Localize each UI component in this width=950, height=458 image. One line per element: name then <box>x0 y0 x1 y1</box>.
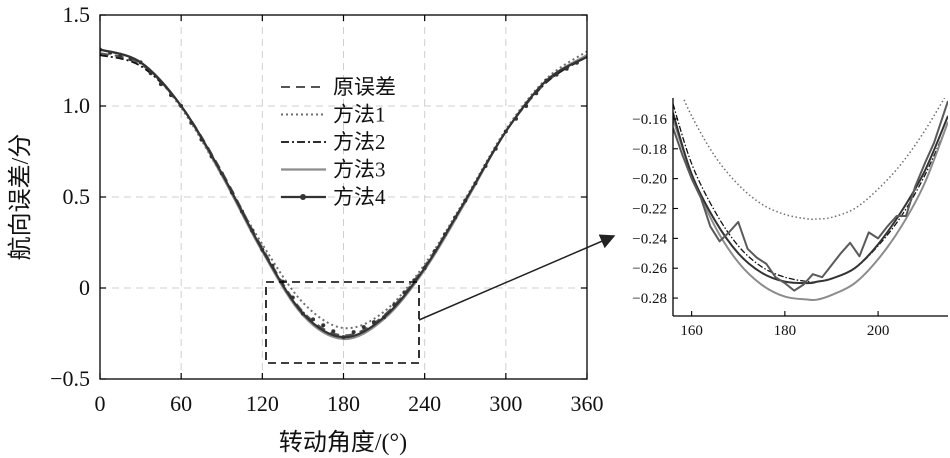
series-method-4-marker <box>564 66 569 71</box>
y-tick-label: 1.0 <box>63 93 91 118</box>
series-method-4-marker <box>534 91 539 96</box>
series-method-4-marker <box>250 228 255 233</box>
series-method-4-marker <box>189 120 194 125</box>
series-method-4-marker <box>158 82 163 87</box>
series-method-4-marker <box>473 181 478 186</box>
main-series-group <box>100 47 587 341</box>
series-method-4-marker <box>351 330 356 335</box>
x-tick-label: 360 <box>571 391 604 416</box>
series-method-4-marker <box>463 198 468 203</box>
series-method-4-marker <box>138 60 143 65</box>
series-method-4-marker <box>209 154 214 159</box>
x-tick-label: 180 <box>327 391 360 416</box>
inset-y-tick-label: −0.24 <box>632 231 667 247</box>
series-method-4-marker <box>148 71 153 76</box>
x-tick-label: 240 <box>408 391 441 416</box>
inset-x-tick-label: 200 <box>867 323 890 339</box>
series-method-4-marker <box>290 295 295 300</box>
x-tick-label: 300 <box>489 391 522 416</box>
y-tick-label: 1.5 <box>63 2 91 27</box>
series-method-4-marker <box>118 53 123 58</box>
inset-x-tick-label: 180 <box>774 323 797 339</box>
inset-ticks: −0.16 −0.18 −0.20 −0.22 −0.24 −0.26 −0.28 160 18… <box>632 112 889 339</box>
y-tick-label: 0.5 <box>63 184 91 209</box>
series-method-4-marker <box>493 146 498 151</box>
x-tick-label: 120 <box>246 391 279 416</box>
inset-x-tick-label: 160 <box>680 323 703 339</box>
series-method-4-marker <box>341 335 346 340</box>
series-method-4-marker <box>483 164 488 169</box>
inset-series-method-4-line <box>673 112 948 285</box>
series-method-4-marker <box>270 263 275 268</box>
series-method-4-marker <box>300 311 305 316</box>
series-method-4-marker <box>179 104 184 108</box>
x-tick-label: 0 <box>95 391 106 416</box>
x-axis-label: 转动角度/(°) <box>279 429 407 456</box>
series-method-4-marker <box>544 78 549 83</box>
series-method-4-marker <box>229 190 234 195</box>
y-tick-label: 0 <box>79 275 90 300</box>
series-method-4-marker <box>574 60 579 65</box>
inset-series-group <box>673 98 948 302</box>
series-method-4-marker <box>311 317 316 322</box>
series-method-4-marker <box>260 247 265 252</box>
y-axis-label: 航向误差/分 <box>7 134 34 261</box>
inset-series-method-1-line <box>682 98 946 221</box>
series-method-4-marker <box>513 116 518 121</box>
inset-frame <box>672 98 948 317</box>
series-method-3-legend-label: 方法3 <box>333 158 386 182</box>
series-method-4-marker <box>321 323 326 328</box>
series-method-4-marker <box>422 265 427 270</box>
series-method-4-marker <box>402 290 407 295</box>
inset-y-tick-label: −0.16 <box>632 112 667 128</box>
main-ticks: 0 60 120 180 240 300 360−0.500.51.01.5 <box>50 2 603 416</box>
y-tick-label: −0.5 <box>50 366 90 391</box>
series-method-4-marker <box>453 215 458 220</box>
x-tick-label: 60 <box>170 391 192 416</box>
zoom-arrow <box>418 234 616 321</box>
series-method-4-marker <box>331 329 336 334</box>
series-method-2-legend-label: 方法2 <box>333 130 386 154</box>
series-method-4-marker <box>108 50 113 55</box>
series-orig-error-legend-label: 原误差 <box>333 75 396 99</box>
series-method-4-marker <box>361 325 366 330</box>
inset-series-method-3-line <box>673 118 948 302</box>
inset-y-tick-label: −0.20 <box>632 172 667 188</box>
series-method-4-marker <box>503 129 508 134</box>
series-method-4-marker <box>240 209 245 214</box>
series-method-4-legend-marker <box>300 194 306 200</box>
series-method-4-marker <box>371 320 376 325</box>
series-method-4-marker <box>128 57 133 62</box>
inset-series-method-2-line <box>673 103 948 283</box>
series-method-4-marker <box>219 171 224 176</box>
series-method-4-marker <box>382 315 387 320</box>
series-method-4-legend-label: 方法4 <box>333 185 386 209</box>
series-method-4-marker <box>199 137 204 142</box>
series-method-4-marker <box>524 104 529 108</box>
inset-y-tick-label: −0.26 <box>632 261 667 277</box>
inset-y-tick-label: −0.28 <box>632 291 667 307</box>
series-method-4-marker <box>442 232 447 237</box>
main-grid <box>100 15 587 379</box>
inset-y-tick-label: −0.18 <box>632 142 667 158</box>
series-method-4-marker <box>392 302 397 307</box>
series-method-4-marker <box>169 93 174 98</box>
series-method-4-marker <box>554 72 559 77</box>
series-method-1-legend-label: 方法1 <box>333 103 386 127</box>
inset-series-orig-error-line <box>673 100 948 292</box>
series-method-4-marker <box>432 249 437 254</box>
inset-y-tick-label: −0.22 <box>632 201 667 217</box>
